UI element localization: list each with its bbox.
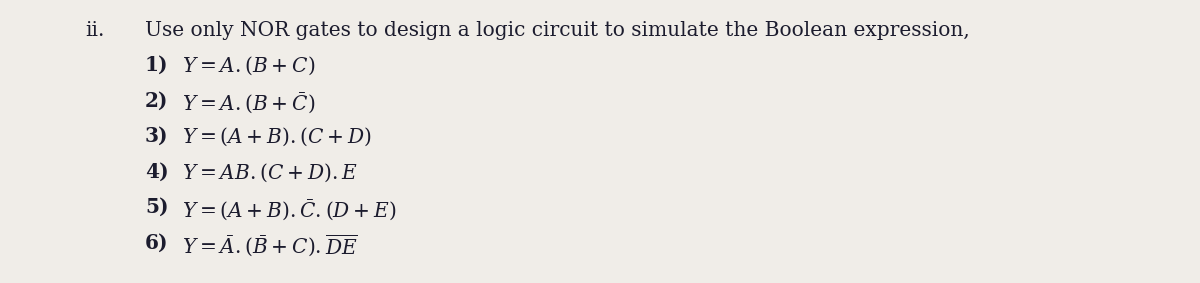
Text: $Y = AB.(C + D).E$: $Y = AB.(C + D).E$ — [182, 162, 358, 184]
Text: 4): 4) — [145, 162, 169, 181]
Text: $Y = A.(B + \bar{C})$: $Y = A.(B + \bar{C})$ — [182, 91, 316, 115]
Text: 5): 5) — [145, 197, 168, 217]
Text: 2): 2) — [145, 91, 168, 110]
Text: $Y = (A + B).\bar{C}.(D + E)$: $Y = (A + B).\bar{C}.(D + E)$ — [182, 197, 396, 222]
Text: $Y = A.(B + C)$: $Y = A.(B + C)$ — [182, 55, 316, 78]
Text: $Y = (A + B).(C + D)$: $Y = (A + B).(C + D)$ — [182, 126, 372, 149]
Text: Use only NOR gates to design a logic circuit to simulate the Boolean expression,: Use only NOR gates to design a logic cir… — [145, 21, 970, 40]
Text: 6): 6) — [145, 233, 168, 252]
Text: ii.: ii. — [85, 21, 104, 40]
Text: 1): 1) — [145, 55, 168, 75]
Text: 3): 3) — [145, 126, 168, 146]
Text: $Y = \bar{A}.(\bar{B} + C).\overline{DE}$: $Y = \bar{A}.(\bar{B} + C).\overline{DE}… — [182, 233, 358, 259]
